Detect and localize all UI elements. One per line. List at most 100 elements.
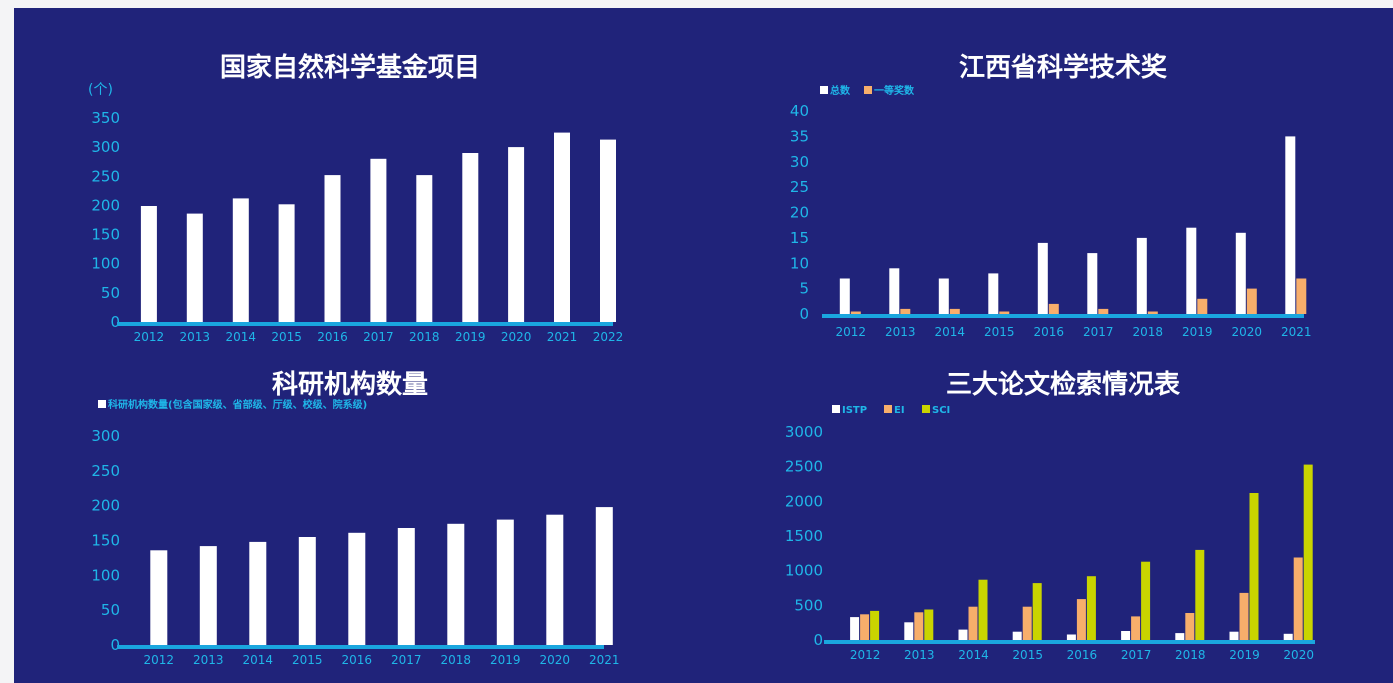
chart2-bar-series1 xyxy=(1136,237,1147,314)
chart4-bar-series1 xyxy=(1121,631,1131,640)
chart2-xtick-label: 2019 xyxy=(1182,325,1213,339)
chart2-bar-series2 xyxy=(1048,303,1059,314)
chart3-xtick-label: 2019 xyxy=(490,653,521,667)
chart3-ytick-label: 0 xyxy=(110,636,120,654)
chart1-xtick-label: 2018 xyxy=(409,330,440,344)
chart4-bar-series2 xyxy=(1022,606,1032,640)
chart1-bar-value xyxy=(232,198,249,322)
chart3-ytick-label: 50 xyxy=(101,601,120,619)
chart3-bar-series1 xyxy=(249,541,267,645)
chart2-bar-series1 xyxy=(1235,232,1246,314)
chart3-ytick-label: 100 xyxy=(91,566,120,584)
chart4-bar-series3 xyxy=(1032,583,1042,640)
chart4-xtick-label: 2014 xyxy=(958,648,989,662)
chart4-bar-series1 xyxy=(850,617,860,640)
chart2-xtick-label: 2017 xyxy=(1083,325,1114,339)
chart4-x-axis xyxy=(824,640,1315,644)
chart3-ytick-label: 200 xyxy=(91,497,120,515)
chart2-bar-series1 xyxy=(1087,253,1098,314)
chart2-ytick-label: 40 xyxy=(790,102,809,120)
chart3-bar-series1 xyxy=(546,514,564,645)
chart2-ytick-label: 25 xyxy=(790,178,809,196)
chart3-xtick-label: 2015 xyxy=(292,653,323,667)
chart1-bar-value xyxy=(140,206,157,322)
chart4-bar-series1 xyxy=(1066,634,1076,640)
chart1-unit-label: (个) xyxy=(88,82,113,98)
chart4-bar-series3 xyxy=(978,579,988,640)
chart3-ytick-label: 150 xyxy=(91,532,120,550)
chart4-bar-series1 xyxy=(1012,631,1022,640)
chart2-bar-series1 xyxy=(938,278,949,314)
chart1-xtick-label: 2020 xyxy=(501,330,532,344)
chart2-xtick-label: 2015 xyxy=(984,325,1015,339)
chart2-bar-series2 xyxy=(1197,298,1208,314)
chart2-ytick-label: 15 xyxy=(790,229,809,247)
chart4-bar-series2 xyxy=(1076,599,1086,640)
chart2-bar-series2 xyxy=(850,311,861,314)
chart3-bar-series1 xyxy=(496,519,514,645)
chart4-bar-series1 xyxy=(1175,633,1185,640)
chart3-legend-label: 科研机构数量(包含国家级、省部级、厅级、校级、院系级) xyxy=(108,398,367,411)
chart1-xtick-label: 2022 xyxy=(593,330,624,344)
chart2-legend-swatch xyxy=(864,86,872,94)
chart4-xtick-label: 2015 xyxy=(1012,648,1043,662)
chart2-xtick-label: 2020 xyxy=(1232,325,1263,339)
chart1-ytick-label: 200 xyxy=(91,196,120,214)
chart3-xtick-label: 2017 xyxy=(391,653,422,667)
chart4-legend-swatch xyxy=(922,405,930,413)
chart1-ytick-label: 350 xyxy=(91,109,120,127)
chart4-legend-swatch xyxy=(832,405,840,413)
chart2-xtick-label: 2012 xyxy=(836,325,867,339)
chart3-ytick-label: 250 xyxy=(91,462,120,480)
chart4-xtick-label: 2019 xyxy=(1229,648,1260,662)
chart4-bar-series2 xyxy=(1293,557,1303,640)
chart4-xtick-label: 2016 xyxy=(1067,648,1098,662)
chart3-xtick-label: 2016 xyxy=(342,653,373,667)
chart1-ytick-label: 100 xyxy=(91,255,120,273)
chart4-bar-series1 xyxy=(1229,631,1239,640)
chart2-ytick-label: 35 xyxy=(790,127,809,145)
chart4-bar-series3 xyxy=(1086,576,1096,640)
chart2-bar-series2 xyxy=(900,308,911,314)
chart4-title: 三大论文检索情况表 xyxy=(946,369,1181,400)
dashboard-canvas: 国家自然科学基金项目 (个) 0 50 100 150 200 250 300 350 2012 20… xyxy=(14,8,1393,683)
chart2-legend-label: 总数 xyxy=(830,84,851,97)
chart3-ytick-label: 300 xyxy=(91,427,120,445)
chart4-bar-series3 xyxy=(1303,464,1313,640)
chart1-bar-value xyxy=(600,139,616,322)
chart4-bar-series3 xyxy=(924,609,934,640)
chart3-xtick-label: 2018 xyxy=(441,653,472,667)
chart2-ytick-label: 10 xyxy=(790,254,809,272)
chart1-bar-value xyxy=(370,158,387,322)
chart1-xtick-label: 2019 xyxy=(455,330,486,344)
chart1-x-axis xyxy=(117,322,613,326)
chart3-title: 科研机构数量 xyxy=(272,370,428,400)
chart3-legend-swatch xyxy=(98,400,106,408)
chart4-bar-series2 xyxy=(914,612,924,640)
chart2-ytick-label: 20 xyxy=(790,204,809,222)
chart1-xtick-label: 2017 xyxy=(363,330,394,344)
chart4-ytick-label: 500 xyxy=(794,596,823,614)
chart4-bar-series3 xyxy=(870,610,880,640)
chart1-xtick-label: 2012 xyxy=(134,330,165,344)
chart1-bar-value xyxy=(554,132,570,322)
chart1-bar-value xyxy=(416,175,433,322)
chart1-ytick-label: 250 xyxy=(91,167,120,185)
chart3-xtick-label: 2021 xyxy=(589,653,620,667)
chart4-ytick-label: 1000 xyxy=(785,562,823,580)
chart4-ytick-label: 3000 xyxy=(785,423,823,441)
chart4-xtick-label: 2017 xyxy=(1121,648,1152,662)
chart3-bar-series1 xyxy=(298,537,316,645)
chart4-ytick-label: 1500 xyxy=(785,527,823,545)
chart1-xtick-label: 2021 xyxy=(547,330,578,344)
chart4-bar-series3 xyxy=(1195,549,1205,640)
chart4-bar-series2 xyxy=(860,614,870,640)
chart2-ytick-label: 0 xyxy=(799,305,809,323)
chart1-title: 国家自然科学基金项目 xyxy=(220,52,480,83)
chart1-bar-value xyxy=(462,153,479,322)
chart2-bar-series1 xyxy=(988,273,999,314)
chart1-ytick-label: 50 xyxy=(101,284,120,302)
chart3-bar-series1 xyxy=(348,532,366,645)
chart2-bar-series2 xyxy=(1147,311,1158,314)
